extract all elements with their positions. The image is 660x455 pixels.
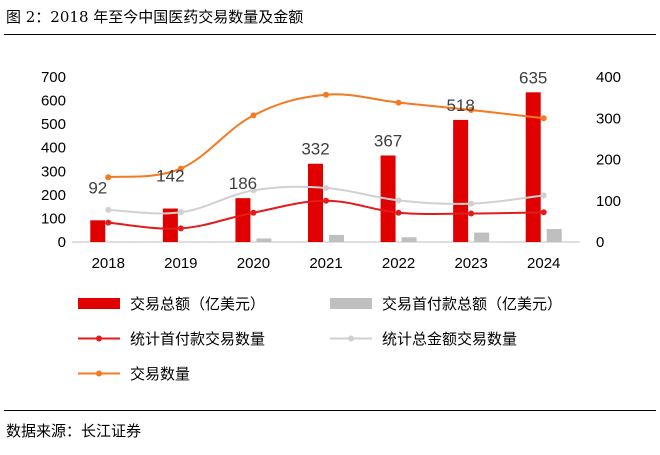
bar-data-label: 367	[374, 131, 402, 150]
line-upfront-count-point	[323, 197, 329, 204]
y-left-tick-label: 700	[41, 69, 66, 86]
legend-label: 统计首付款交易数量	[130, 330, 265, 348]
x-tick-label: 2021	[309, 255, 342, 272]
line-deal-count-point	[468, 107, 475, 113]
y-left-tick-label: 200	[41, 187, 66, 204]
x-tick-label: 2019	[164, 255, 197, 272]
line-deal-count-point	[177, 165, 184, 172]
bar-total-amount	[525, 92, 541, 242]
x-tick-label: 2022	[382, 255, 415, 272]
bar-upfront-amount	[256, 238, 272, 242]
bar-total-amount	[162, 208, 178, 242]
legend-swatch-marker	[96, 370, 102, 377]
bar-upfront-amount	[401, 237, 417, 242]
line-deal-count-point	[395, 99, 402, 106]
line-total-count-point	[105, 206, 112, 213]
bar-data-label: 518	[446, 96, 474, 115]
line-deal-count-point	[250, 112, 257, 119]
legend-swatch-bar	[78, 298, 120, 309]
line-total-count-point	[323, 184, 329, 191]
bar-upfront-amount	[329, 234, 344, 242]
line-total-count-point	[540, 192, 547, 199]
bar-total-amount	[235, 198, 251, 242]
y-left-tick-label: 300	[41, 163, 66, 180]
line-total-count-point	[468, 200, 475, 207]
legend-label: 交易数量	[130, 365, 190, 383]
x-tick-label: 2024	[527, 255, 560, 272]
line-total-count-point	[250, 187, 257, 194]
line-upfront-count-point	[250, 209, 257, 216]
legend-label: 交易总额（亿美元）	[130, 295, 265, 313]
line-deal-count	[108, 93, 544, 179]
y-left-tick-label: 600	[41, 93, 66, 110]
bar-total-amount	[453, 119, 469, 242]
bar-data-label: 92	[88, 178, 107, 197]
bar-total-amount	[90, 220, 106, 242]
x-tick-label: 2018	[92, 255, 125, 272]
line-total-count-point	[395, 197, 402, 204]
source-note: 数据来源：长江证券	[6, 422, 142, 440]
y-left-tick-label: 100	[41, 210, 66, 227]
bottom-divider	[4, 410, 656, 411]
bar-data-label: 142	[156, 167, 184, 186]
y-left-tick-label: 0	[58, 234, 66, 251]
y-right-tick-label: 100	[596, 193, 621, 210]
legend-swatch-bar	[330, 298, 372, 309]
x-tick-label: 2020	[237, 255, 270, 272]
bar-upfront-amount	[546, 229, 562, 242]
legend-label: 统计总金额交易数量	[382, 330, 517, 348]
line-upfront-count-point	[395, 209, 402, 216]
x-tick-label: 2023	[454, 255, 487, 272]
y-right-tick-label: 400	[596, 69, 621, 86]
line-upfront-count-point	[468, 210, 475, 217]
legend-label: 交易首付款总额（亿美元）	[382, 295, 562, 313]
y-left-tick-label: 500	[41, 116, 66, 133]
y-right-tick-label: 300	[596, 110, 621, 127]
legend-swatch-marker	[96, 335, 102, 342]
bar-data-label: 186	[229, 174, 257, 193]
line-deal-count-point	[540, 115, 547, 122]
bar-total-amount	[308, 163, 323, 242]
bar-data-label: 332	[301, 140, 329, 159]
line-upfront-count-point	[105, 219, 112, 226]
y-right-tick-label: 200	[596, 152, 621, 169]
line-upfront-count-point	[540, 209, 547, 216]
line-deal-count-point	[105, 174, 112, 181]
line-total-count-point	[177, 209, 184, 216]
chart-title: 图 2：2018 年至今中国医药交易数量及金额	[6, 8, 304, 26]
line-deal-count-point	[323, 91, 329, 98]
y-left-tick-label: 400	[41, 140, 66, 157]
bar-data-label: 635	[519, 68, 547, 87]
bar-upfront-amount	[474, 232, 490, 242]
legend-swatch-marker	[348, 335, 354, 342]
y-right-tick-label: 0	[596, 234, 604, 251]
top-divider	[4, 34, 656, 35]
line-upfront-count-point	[177, 225, 184, 232]
chart-area: 92 142 186 332 367 518 635 0 100 200 300 400 500 600…	[41, 68, 621, 383]
